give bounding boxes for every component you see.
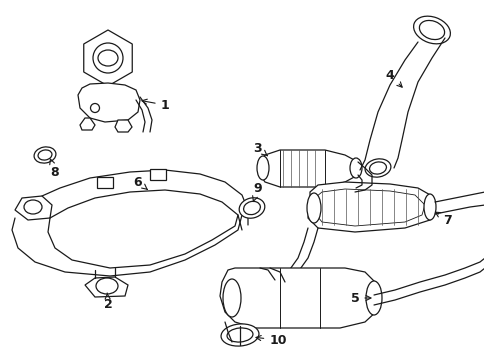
Ellipse shape	[243, 201, 260, 215]
Ellipse shape	[349, 158, 361, 178]
Text: 1: 1	[142, 99, 169, 111]
Polygon shape	[85, 277, 128, 297]
Polygon shape	[307, 182, 434, 232]
Ellipse shape	[24, 200, 42, 214]
Ellipse shape	[227, 328, 253, 342]
Text: 7: 7	[435, 212, 452, 226]
Ellipse shape	[38, 150, 52, 160]
Ellipse shape	[306, 193, 320, 223]
Ellipse shape	[93, 43, 123, 73]
Polygon shape	[115, 120, 132, 132]
Ellipse shape	[257, 156, 269, 180]
Ellipse shape	[223, 279, 241, 317]
Ellipse shape	[364, 159, 390, 177]
Ellipse shape	[239, 198, 264, 218]
Polygon shape	[15, 196, 52, 220]
Polygon shape	[150, 169, 166, 180]
Ellipse shape	[423, 194, 435, 220]
Text: 2: 2	[104, 293, 112, 312]
Polygon shape	[78, 83, 140, 122]
Text: 8: 8	[50, 159, 59, 178]
Ellipse shape	[91, 104, 99, 112]
Ellipse shape	[98, 50, 118, 66]
Polygon shape	[220, 268, 379, 328]
Text: 4: 4	[385, 69, 401, 87]
Ellipse shape	[34, 147, 56, 163]
Ellipse shape	[365, 281, 381, 315]
Polygon shape	[80, 118, 95, 130]
Polygon shape	[259, 150, 357, 187]
Polygon shape	[313, 189, 424, 226]
Ellipse shape	[413, 16, 450, 44]
Text: 10: 10	[256, 333, 286, 347]
Text: 9: 9	[252, 181, 262, 201]
Ellipse shape	[419, 20, 444, 40]
Ellipse shape	[221, 324, 258, 346]
Polygon shape	[97, 177, 113, 188]
Ellipse shape	[369, 162, 386, 174]
Text: 5: 5	[350, 292, 370, 305]
Text: 3: 3	[253, 141, 267, 156]
Text: 6: 6	[134, 176, 147, 190]
Ellipse shape	[96, 278, 118, 294]
